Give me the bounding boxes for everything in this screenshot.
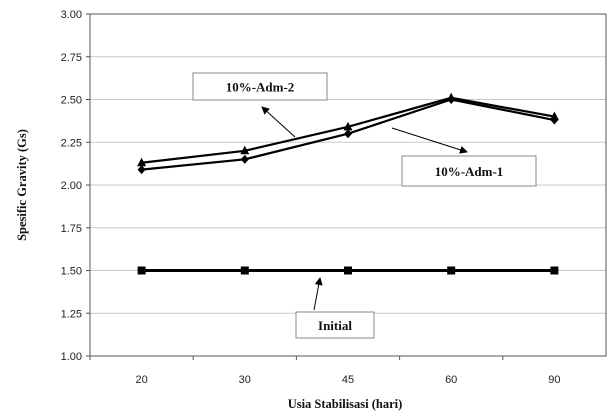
x-tick-label: 90 bbox=[548, 374, 560, 386]
y-axis-title: Spesific Gravity (Gs) bbox=[15, 129, 29, 241]
y-tick-labels: 1.00 1.25 1.50 1.75 2.00 2.25 2.50 2.75 3.00 bbox=[61, 9, 90, 363]
x-axis-title: Usia Stabilisasi (hari) bbox=[288, 397, 403, 411]
series-square bbox=[137, 266, 559, 275]
data-point-diamond bbox=[240, 154, 249, 164]
series-label: Initial bbox=[318, 318, 352, 333]
callout-arrow bbox=[261, 106, 296, 138]
callout-square: Initial bbox=[295, 277, 375, 339]
callout-arrow bbox=[313, 277, 323, 311]
callout-arrow bbox=[391, 127, 468, 154]
callout-diamond: 10%-Adm-1 bbox=[391, 127, 537, 187]
data-point-diamond bbox=[447, 95, 456, 104]
y-tick-label: 1.00 bbox=[61, 351, 82, 363]
y-tick-label: 2.25 bbox=[61, 137, 82, 149]
x-tick-label: 30 bbox=[239, 374, 251, 386]
data-point-triangle bbox=[240, 145, 250, 155]
data-point-triangle bbox=[343, 121, 353, 131]
series-diamond bbox=[137, 95, 559, 175]
x-tick-label: 45 bbox=[342, 374, 354, 386]
data-point-diamond bbox=[550, 115, 559, 125]
data-point-square bbox=[344, 266, 352, 275]
callouts: 10%-Adm-2 10%-Adm-1 Initial bbox=[192, 72, 537, 339]
series-label: 10%-Adm-2 bbox=[226, 80, 295, 95]
data-point-square bbox=[240, 266, 249, 275]
data-point-square bbox=[550, 266, 559, 275]
series-label: 10%-Adm-1 bbox=[435, 164, 504, 179]
data-point-square bbox=[137, 266, 146, 275]
data-point-diamond bbox=[137, 165, 146, 175]
y-tick-label: 1.25 bbox=[61, 308, 82, 320]
series-lines bbox=[137, 92, 559, 275]
y-tick-label: 2.50 bbox=[61, 95, 82, 107]
y-tick-label: 1.75 bbox=[61, 223, 82, 235]
x-tick-label: 20 bbox=[135, 374, 147, 386]
callout-box bbox=[401, 155, 537, 187]
callout-box bbox=[192, 72, 328, 101]
data-point-diamond bbox=[344, 129, 352, 139]
y-tick-label: 2.00 bbox=[61, 180, 82, 192]
data-point-square bbox=[447, 266, 456, 275]
x-tick-label: 60 bbox=[445, 374, 457, 386]
y-tick-label: 2.75 bbox=[61, 52, 82, 64]
x-tick-labels: 20 30 45 60 90 bbox=[89, 356, 561, 386]
y-tick-label: 1.50 bbox=[61, 266, 82, 278]
y-tick-label: 3.00 bbox=[61, 9, 82, 21]
data-point-triangle bbox=[137, 157, 147, 167]
callout-triangle: 10%-Adm-2 bbox=[192, 72, 328, 138]
callout-box bbox=[295, 311, 375, 339]
